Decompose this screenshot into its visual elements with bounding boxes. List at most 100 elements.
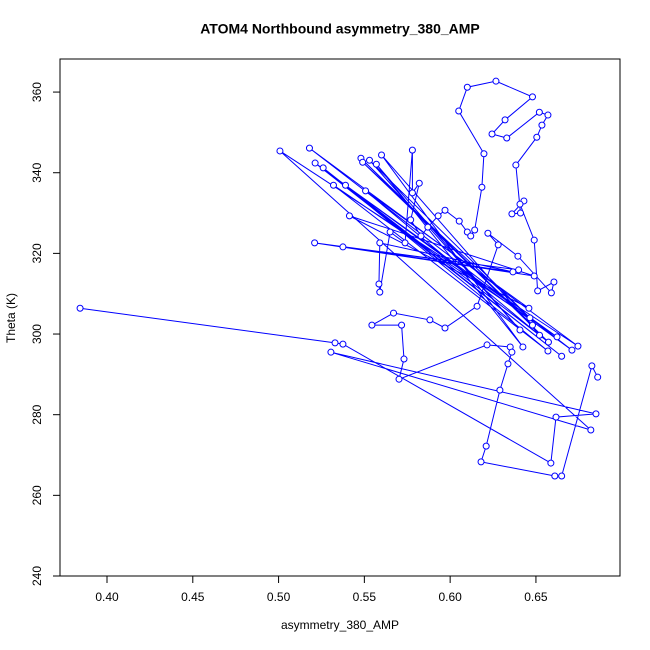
data-point — [471, 226, 479, 234]
data-point — [408, 146, 416, 154]
y-tick-label: 360 — [30, 82, 44, 102]
x-tick-label: 0.55 — [353, 590, 377, 604]
data-point — [533, 133, 541, 141]
data-point — [319, 164, 327, 172]
x-tick-label: 0.65 — [524, 590, 548, 604]
data-point — [529, 93, 536, 101]
data-point — [503, 134, 511, 142]
data-point — [516, 326, 524, 334]
data-point — [515, 266, 523, 274]
data-point — [482, 442, 490, 450]
y-tick-label: 340 — [30, 162, 44, 182]
data-point — [501, 116, 509, 124]
data-point — [376, 288, 384, 296]
data-point — [329, 181, 337, 189]
data-point — [305, 144, 313, 152]
data-point — [558, 472, 566, 480]
data-point — [417, 232, 425, 240]
data-point — [467, 232, 475, 240]
data-point — [558, 352, 566, 360]
data-point — [311, 159, 319, 167]
data-point — [339, 340, 347, 348]
data-point — [76, 304, 84, 312]
data-point — [390, 309, 398, 317]
data-point — [484, 229, 492, 237]
data-point — [478, 183, 486, 191]
data-point — [534, 287, 542, 295]
x-tick-label: 0.45 — [181, 590, 205, 604]
plot-box — [59, 58, 621, 577]
data-point — [311, 239, 319, 247]
data-point — [553, 333, 561, 341]
data-point — [341, 181, 349, 189]
data-point — [592, 410, 600, 418]
data-point — [529, 321, 536, 329]
data-point — [400, 355, 408, 363]
data-point — [492, 77, 500, 85]
data-point — [401, 239, 409, 247]
data-point — [547, 459, 555, 467]
data-point — [426, 316, 434, 324]
data-point — [345, 212, 353, 220]
data-point — [376, 239, 384, 247]
data-point — [525, 304, 533, 312]
data-point — [362, 187, 370, 195]
data-point — [544, 111, 552, 119]
data-point — [424, 223, 432, 231]
data-point — [441, 324, 449, 332]
data-point — [398, 321, 406, 329]
data-point — [514, 252, 522, 260]
data-point — [547, 289, 555, 297]
data-point — [536, 331, 544, 339]
data-point — [508, 210, 516, 218]
data-point — [327, 348, 335, 356]
data-point — [530, 236, 538, 244]
data-point — [519, 343, 527, 351]
data-point — [359, 158, 367, 166]
data-point — [488, 130, 496, 138]
data-point — [375, 280, 383, 288]
data-point — [544, 347, 552, 355]
data-point — [378, 151, 386, 159]
data-point — [552, 413, 560, 421]
data-point — [480, 150, 488, 158]
data-point — [415, 179, 423, 187]
y-tick-label: 320 — [30, 243, 44, 263]
data-point — [408, 189, 416, 197]
data-point — [441, 206, 449, 214]
y-tick-label: 240 — [30, 566, 44, 586]
data-point — [434, 212, 442, 220]
data-point — [473, 302, 481, 310]
data-point — [512, 161, 520, 169]
data-point — [366, 156, 374, 164]
data-point — [339, 243, 347, 251]
data-point — [535, 108, 543, 116]
y-tick-label: 260 — [30, 485, 44, 505]
data-point — [386, 228, 394, 236]
data-point — [372, 160, 380, 168]
data-point — [407, 216, 415, 224]
x-tick-label: 0.40 — [95, 590, 119, 604]
data-point — [574, 342, 582, 350]
data-point — [587, 426, 595, 434]
data-point — [568, 346, 576, 354]
y-axis-label: Theta (K) — [4, 293, 18, 343]
data-point — [368, 321, 376, 329]
data-point — [455, 107, 463, 115]
data-point — [588, 362, 596, 370]
data-point — [526, 314, 534, 322]
x-tick-label: 0.60 — [438, 590, 462, 604]
data-point — [463, 83, 471, 91]
y-tick-label: 280 — [30, 404, 44, 424]
data-point — [508, 348, 516, 356]
data-point — [594, 373, 602, 381]
data-point — [483, 341, 491, 349]
chart-title: ATOM4 Northbound asymmetry_380_AMP — [200, 21, 480, 37]
data-point — [395, 375, 403, 383]
x-axis-label: asymmetry_380_AMP — [281, 618, 399, 632]
data-point — [331, 339, 339, 347]
data-point — [516, 209, 524, 217]
data-point — [276, 147, 284, 155]
data-point — [455, 217, 463, 225]
